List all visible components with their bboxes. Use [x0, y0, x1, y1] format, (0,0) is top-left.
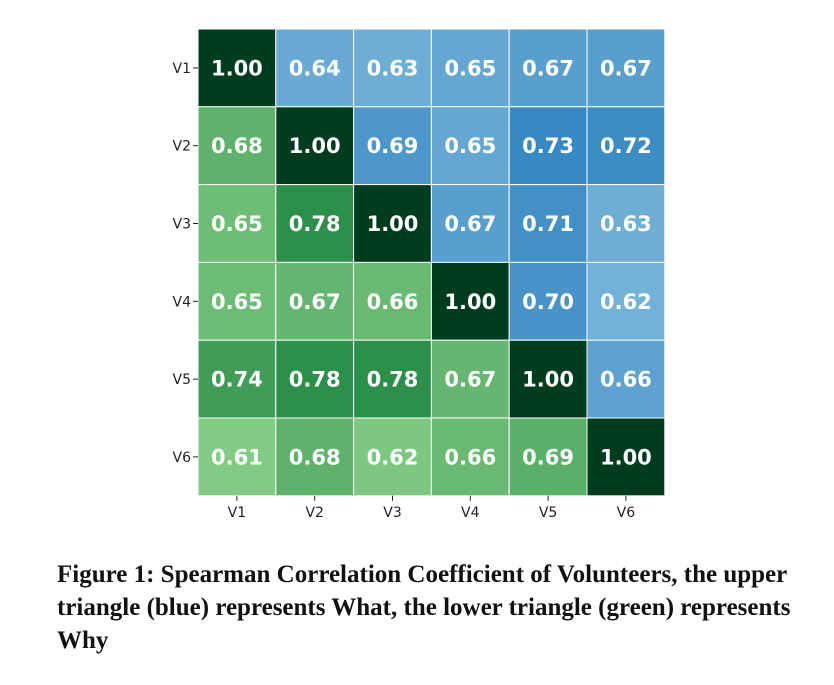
- heatmap-value-V5-V3: 0.78: [367, 368, 419, 392]
- heatmap-cell-V1-V6: [586, 28, 666, 108]
- heatmap-value-V6-V5: 0.69: [522, 445, 574, 469]
- heatmap-value-V4-V1: 0.65: [211, 290, 263, 314]
- heatmap-cell-V4-V5: [508, 261, 588, 341]
- heatmap-cell-V3-V4: [430, 184, 510, 263]
- heatmap-value-V2-V3: 0.69: [367, 134, 419, 158]
- heatmap-value-V1-V6: 0.67: [600, 56, 652, 80]
- y-tick-label: V5: [173, 372, 191, 388]
- heatmap-value-V1-V1: 1.00: [211, 56, 263, 80]
- heatmap-value-V4-V6: 0.62: [600, 290, 652, 314]
- heatmap-cell-V5-V3: [353, 339, 432, 419]
- heatmap-value-V3-V2: 0.78: [289, 212, 341, 236]
- heatmap-value-V6-V2: 0.68: [289, 445, 341, 469]
- heatmap-value-V4-V2: 0.67: [289, 290, 341, 314]
- x-tick-label: V6: [617, 505, 636, 521]
- heatmap-cell-V4-V6: [586, 261, 666, 341]
- x-tick-label: V3: [383, 505, 401, 521]
- heatmap-value-V3-V3: 1.00: [367, 212, 419, 236]
- figure-caption: Figure 1: Spearman Correlation Coefficie…: [57, 561, 791, 654]
- heatmap-cell-V1-V3: [353, 28, 432, 108]
- heatmap-value-V6-V4: 0.66: [444, 445, 496, 469]
- heatmap-cell-V1-V5: [508, 28, 588, 108]
- heatmap-value-V5-V4: 0.67: [444, 368, 496, 392]
- heatmap-value-V6-V1: 0.61: [211, 445, 263, 469]
- heatmap-cell-V4-V4: [430, 261, 510, 341]
- heatmap-value-V5-V5: 1.00: [522, 368, 574, 392]
- x-tick-label: V5: [539, 505, 557, 521]
- heatmap-value-V3-V1: 0.65: [211, 212, 263, 236]
- heatmap-cell-V2-V2: [275, 106, 355, 186]
- heatmap-value-V5-V2: 0.78: [289, 368, 341, 392]
- heatmap-cell-V5-V4: [430, 339, 510, 419]
- heatmap-cell-V6-V5: [508, 417, 588, 497]
- heatmap-cell-V1-V4: [430, 28, 510, 108]
- heatmap-cell-V3-V6: [586, 184, 666, 263]
- heatmap-cell-V3-V5: [508, 184, 588, 263]
- heatmap-cell-V2-V6: [586, 106, 666, 186]
- heatmap-cell-V3-V2: [275, 184, 355, 263]
- y-tick-label: V3: [173, 217, 191, 233]
- heatmap-cell-V6-V1: [197, 417, 277, 497]
- heatmap-cell-V3-V1: [197, 184, 277, 263]
- heatmap-value-V5-V6: 0.66: [600, 368, 652, 392]
- heatmap-cell-V5-V5: [508, 339, 588, 419]
- correlation-heatmap: 1.00 0.64 0.63 0.65 0.67 0.67 0.68 1.00 0.69 0.65…: [173, 28, 666, 521]
- heatmap-value-V6-V3: 0.62: [367, 445, 419, 469]
- heatmap-value-V1-V4: 0.65: [444, 56, 496, 80]
- y-tick-label: V4: [173, 294, 192, 310]
- heatmap-value-V2-V6: 0.72: [600, 134, 652, 158]
- heatmap-cell-V1-V2: [275, 28, 355, 108]
- heatmap-value-V2-V4: 0.65: [444, 134, 496, 158]
- heatmap-value-V2-V5: 0.73: [522, 134, 574, 158]
- heatmap-value-V6-V6: 1.00: [600, 445, 652, 469]
- heatmap-cell-V6-V6: [586, 417, 666, 497]
- heatmap-value-V2-V1: 0.68: [211, 134, 263, 158]
- x-tick-label: V4: [461, 505, 480, 521]
- x-tick-label: V2: [305, 505, 323, 521]
- heatmap-value-V4-V4: 1.00: [444, 290, 496, 314]
- heatmap-value-V5-V1: 0.74: [211, 368, 263, 392]
- heatmap-value-V4-V3: 0.66: [367, 290, 419, 314]
- heatmap-value-V3-V6: 0.63: [600, 212, 652, 236]
- heatmap-cell-V4-V3: [353, 261, 432, 341]
- y-tick-label: V1: [173, 61, 191, 77]
- heatmap-value-V2-V2: 1.00: [289, 134, 341, 158]
- heatmap-value-V1-V2: 0.64: [289, 56, 341, 80]
- heatmap-cell-V5-V1: [197, 339, 277, 419]
- heatmap-cell-V4-V1: [197, 261, 277, 341]
- heatmap-cell-V2-V4: [430, 106, 510, 186]
- heatmap-cell-V4-V2: [275, 261, 355, 341]
- x-tick-label: V1: [228, 505, 246, 521]
- heatmap-value-V1-V5: 0.67: [522, 56, 574, 80]
- heatmap-value-V3-V5: 0.71: [522, 212, 574, 236]
- heatmap-cell-V5-V6: [586, 339, 666, 419]
- y-tick-label: V2: [173, 139, 191, 155]
- heatmap-cell-V1-V1: [197, 28, 277, 108]
- heatmap-value-V1-V3: 0.63: [367, 56, 419, 80]
- y-tick-label: V6: [173, 450, 192, 466]
- heatmap-value-V3-V4: 0.67: [444, 212, 496, 236]
- heatmap-value-V4-V5: 0.70: [522, 290, 574, 314]
